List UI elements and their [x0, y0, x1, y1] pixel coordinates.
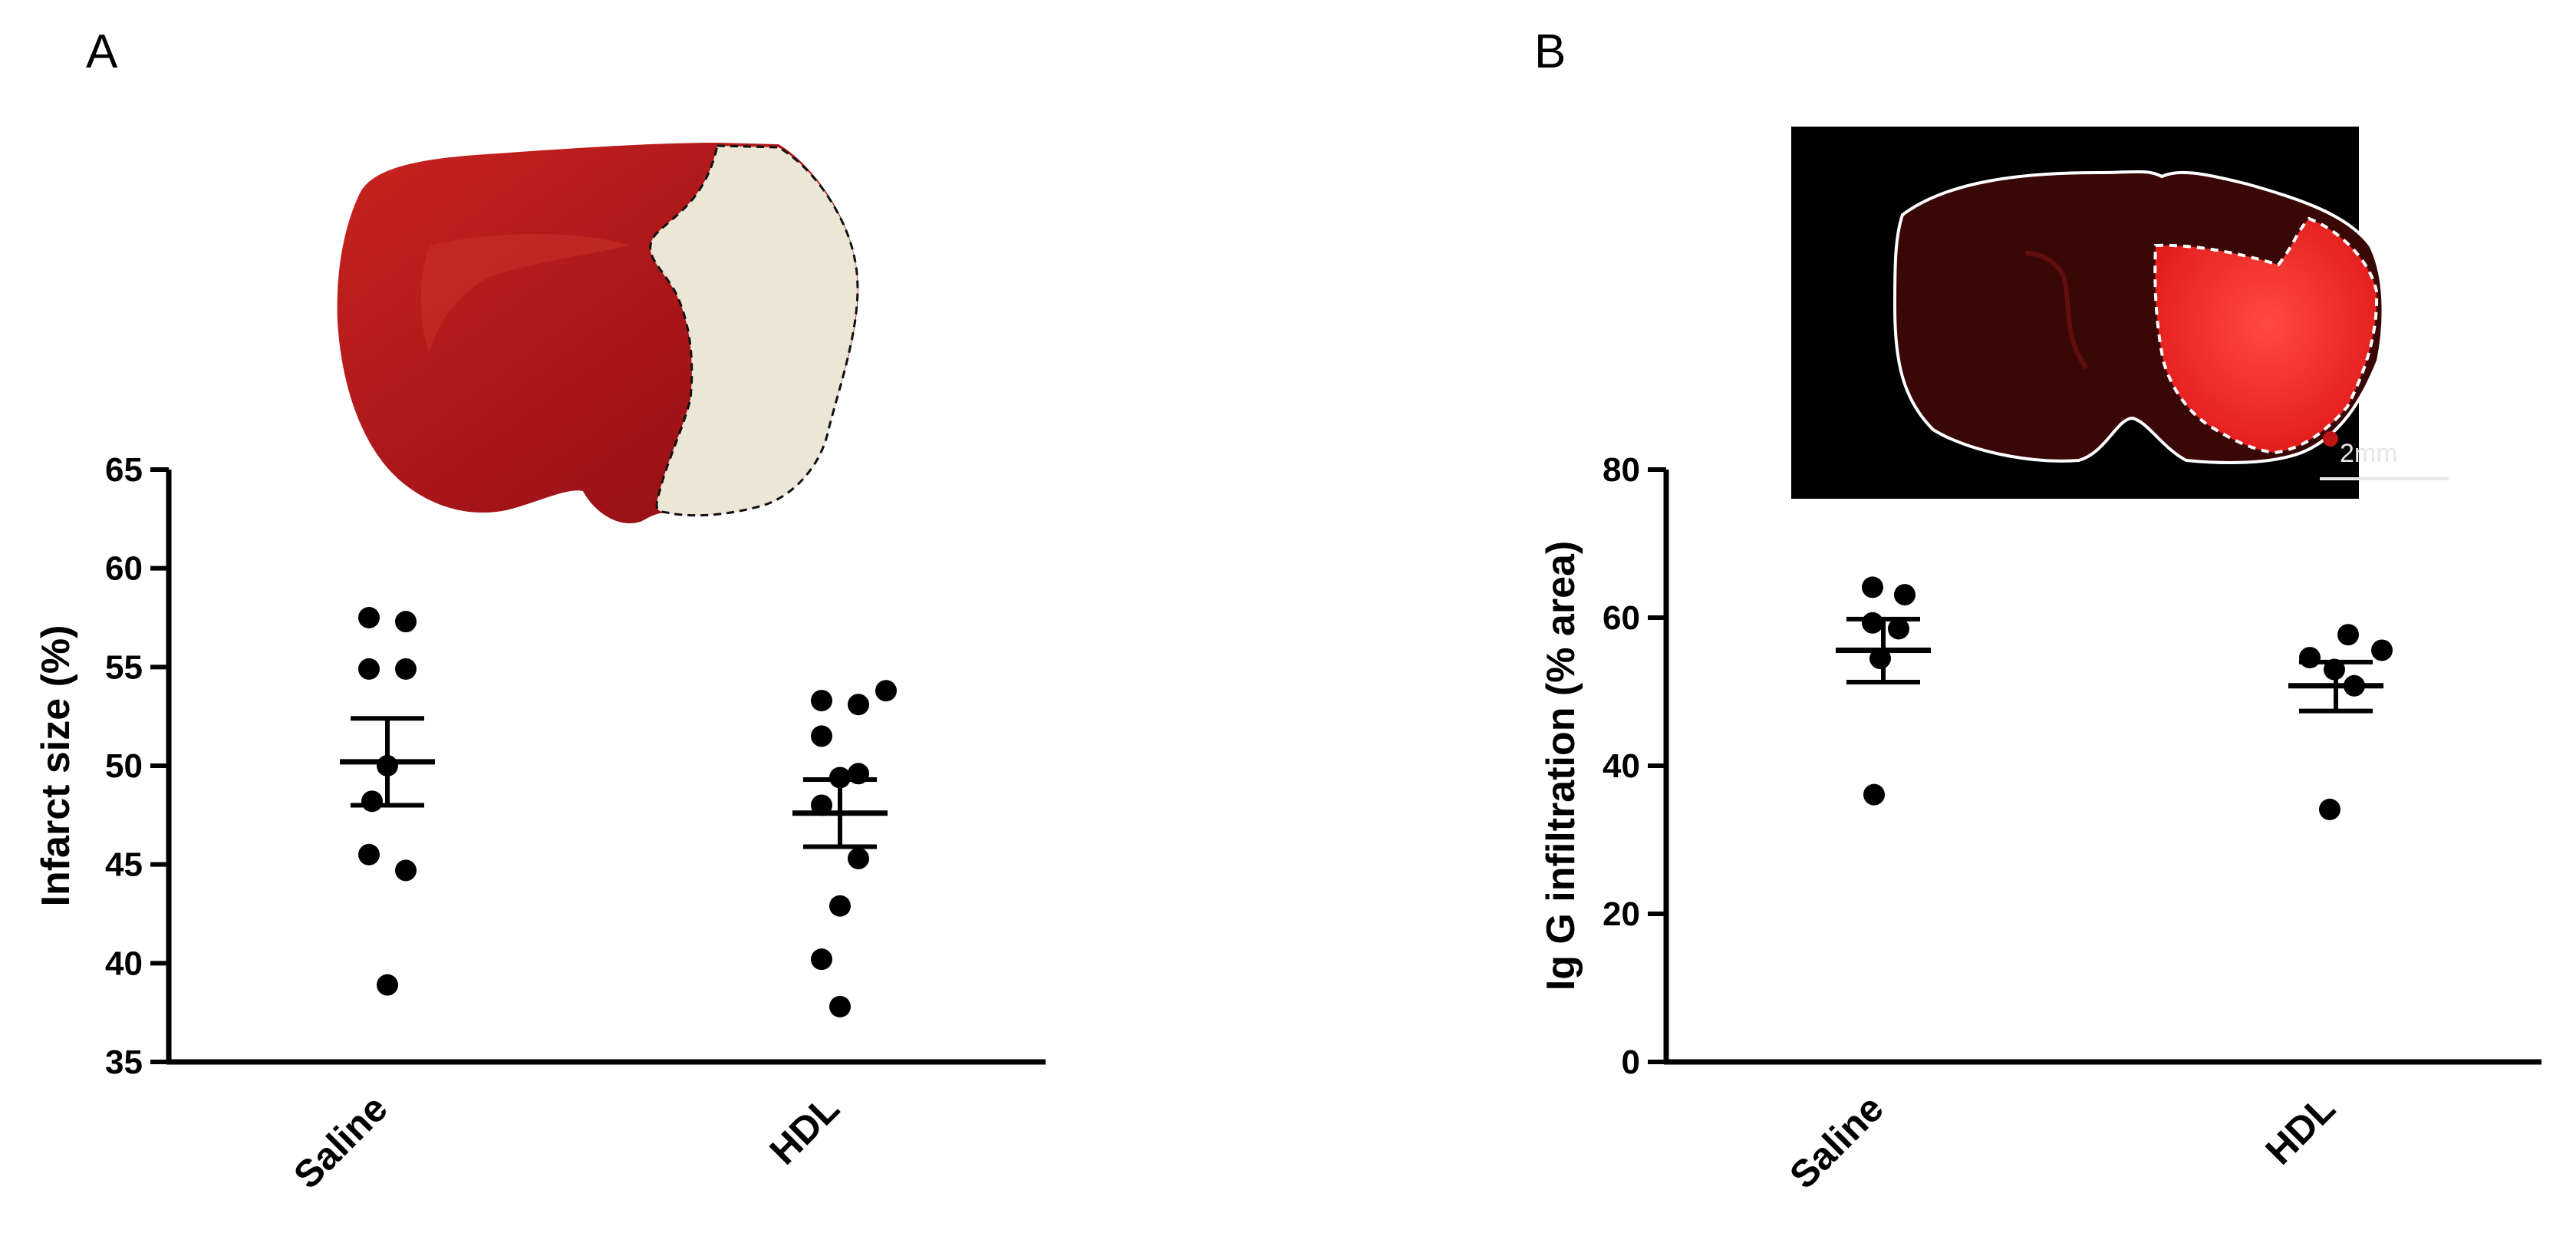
- chart-a-point-hdl: [848, 847, 869, 869]
- chart-b-category-hdl: HDL: [2258, 1086, 2344, 1172]
- chart-a-category-hdl: HDL: [762, 1086, 848, 1172]
- chart-a-point-saline: [377, 974, 398, 996]
- chart-a-y-tick-label: 50: [105, 747, 143, 785]
- brain-section-ttc-stain: [337, 143, 859, 523]
- chart-a-y-tick-label: 55: [105, 648, 143, 686]
- chart-b-y-tick-label: 0: [1622, 1044, 1640, 1081]
- chart-a-point-saline: [395, 859, 417, 882]
- chart-b: Ig G infiltration (% area) 0 20 40 60 80 Sal…: [1539, 451, 2541, 1197]
- chart-a-point-saline: [358, 843, 380, 865]
- chart-a-y-tick-label: 40: [105, 945, 143, 982]
- chart-b-y-tick-label: 40: [1603, 747, 1640, 785]
- brain-section-igg-fluorescence: 2mm: [1791, 127, 2449, 499]
- chart-b-y-tick-label: 20: [1603, 895, 1640, 933]
- chart-b-y-tick-label: 80: [1603, 451, 1640, 489]
- chart-b-category-saline: Saline: [1781, 1086, 1892, 1197]
- chart-b-point-saline: [1862, 612, 1883, 634]
- chart-a-point-saline: [358, 607, 380, 628]
- chart-a-y-tick-label: 60: [105, 550, 143, 588]
- chart-b-point-hdl: [2371, 639, 2393, 661]
- chart-a-point-hdl: [811, 690, 832, 712]
- chart-a-point-saline: [395, 611, 417, 633]
- chart-a-point-hdl: [829, 895, 851, 917]
- scale-bar-label: 2mm: [2340, 439, 2398, 468]
- panel-b-letter: B: [1534, 25, 1566, 78]
- chart-b-point-saline: [1863, 783, 1885, 806]
- chart-a: Infarct size (%) 35 40 45 50 55 60 65 Saline H…: [34, 451, 1046, 1197]
- chart-a-point-hdl: [811, 725, 832, 747]
- chart-a-y-tick-label: 45: [105, 846, 143, 884]
- chart-b-point-hdl: [2337, 624, 2359, 646]
- chart-b-point-hdl: [2299, 647, 2321, 669]
- chart-a-point-hdl: [848, 694, 869, 716]
- chart-a-point-saline: [361, 790, 383, 813]
- scale-bar: [2320, 477, 2449, 480]
- chart-a-point-hdl: [875, 680, 897, 702]
- chart-b-point-hdl: [2319, 798, 2340, 820]
- chart-b-point-saline: [1862, 576, 1883, 598]
- chart-a-point-saline: [358, 658, 380, 680]
- chart-a-y-tick-label: 35: [105, 1044, 143, 1081]
- chart-a-category-saline: Saline: [285, 1086, 396, 1197]
- chart-b-y-axis-title: Ig G infiltration (% area): [1539, 541, 1583, 991]
- chart-b-point-saline: [1888, 618, 1909, 640]
- chart-b-y-tick-label: 60: [1603, 599, 1640, 637]
- chart-a-y-axis-title: Infarct size (%): [34, 625, 78, 907]
- chart-a-point-hdl: [829, 995, 851, 1017]
- chart-a-point-saline: [395, 658, 417, 680]
- chart-b-point-saline: [1894, 584, 1916, 606]
- chart-a-y-tick-label: 65: [105, 451, 143, 489]
- panel-a-letter: A: [86, 25, 118, 78]
- chart-a-point-hdl: [811, 948, 832, 971]
